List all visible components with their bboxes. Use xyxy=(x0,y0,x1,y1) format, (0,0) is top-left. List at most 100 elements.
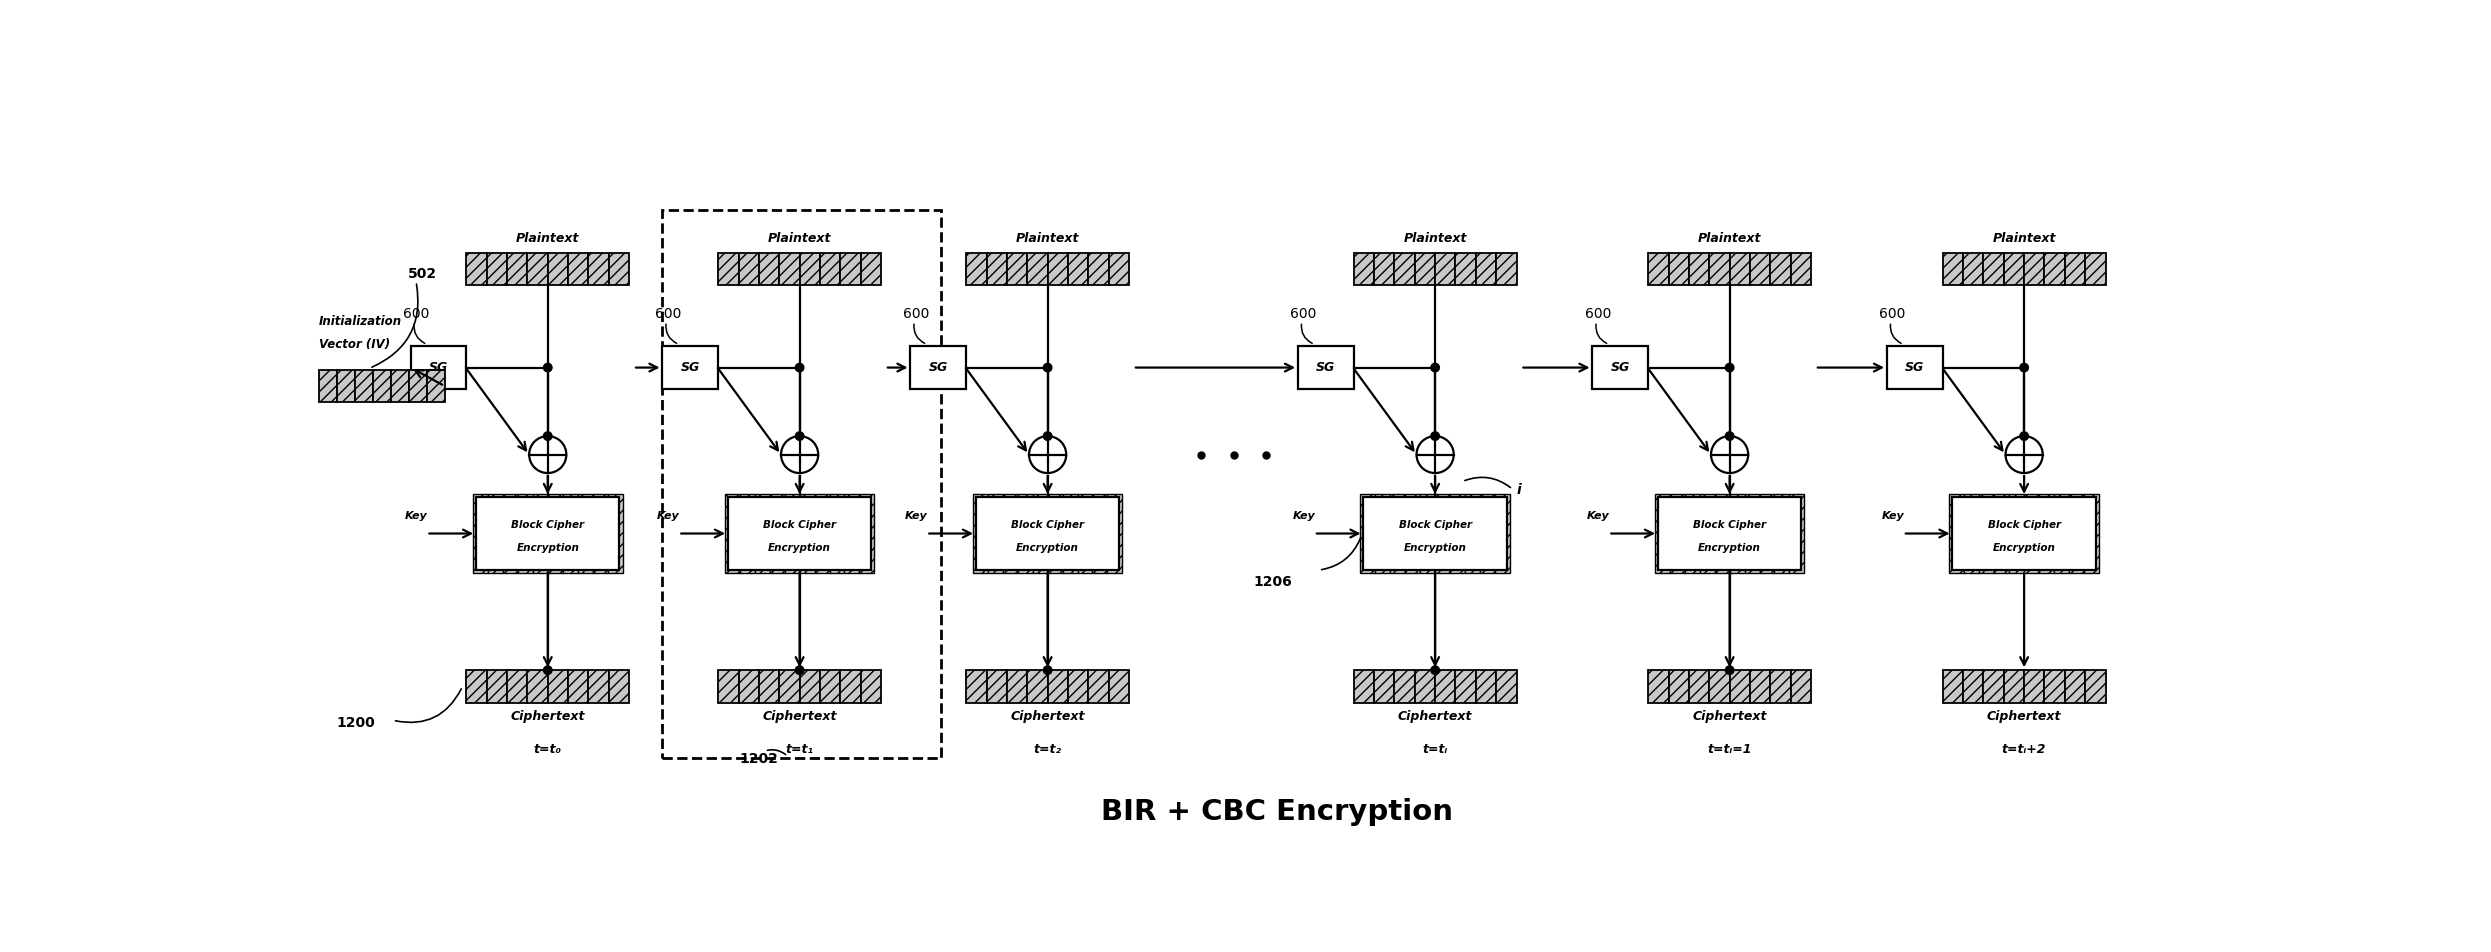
Bar xyxy=(1888,346,1943,389)
Text: Ciphertext: Ciphertext xyxy=(1691,710,1766,724)
Bar xyxy=(986,670,1006,703)
Bar xyxy=(862,670,882,703)
Text: Encryption: Encryption xyxy=(767,544,832,553)
Bar xyxy=(780,253,800,286)
Bar xyxy=(1791,670,1811,703)
Bar xyxy=(1006,670,1026,703)
Bar xyxy=(1669,253,1689,286)
Text: Block Cipher: Block Cipher xyxy=(1011,520,1084,529)
Text: i: i xyxy=(1517,483,1522,497)
Bar xyxy=(1659,497,1801,570)
Bar xyxy=(1709,670,1729,703)
Bar xyxy=(486,670,508,703)
Bar xyxy=(1475,670,1497,703)
Bar xyxy=(1943,670,1963,703)
Bar xyxy=(548,253,568,286)
Text: SG: SG xyxy=(1315,361,1335,374)
Bar xyxy=(839,670,862,703)
Text: t=tᵢ+2: t=tᵢ+2 xyxy=(2003,743,2048,756)
Circle shape xyxy=(1044,666,1051,674)
Bar xyxy=(1415,253,1435,286)
Bar xyxy=(528,253,548,286)
Bar xyxy=(1298,346,1353,389)
Text: Plaintext: Plaintext xyxy=(1402,232,1467,246)
Bar xyxy=(2010,494,2025,573)
Text: Key: Key xyxy=(1293,511,1315,521)
Bar xyxy=(488,494,503,573)
Text: 600: 600 xyxy=(1878,307,1906,322)
Bar xyxy=(1669,670,1689,703)
Circle shape xyxy=(1430,432,1440,441)
Bar xyxy=(1395,253,1415,286)
Bar xyxy=(1495,494,1510,573)
Bar xyxy=(800,253,820,286)
Bar xyxy=(974,494,989,573)
Bar xyxy=(1435,494,1450,573)
Bar xyxy=(374,370,391,403)
Bar xyxy=(755,494,770,573)
Bar xyxy=(2055,494,2070,573)
Circle shape xyxy=(1044,364,1051,372)
Text: SG: SG xyxy=(929,361,949,374)
Bar xyxy=(466,253,486,286)
Bar xyxy=(1019,494,1034,573)
Text: Encryption: Encryption xyxy=(516,544,580,553)
Bar xyxy=(503,494,518,573)
Bar xyxy=(563,494,578,573)
Bar xyxy=(844,494,859,573)
Circle shape xyxy=(1726,432,1734,441)
Text: Encryption: Encryption xyxy=(1405,544,1467,553)
Bar xyxy=(989,494,1004,573)
Text: Ciphertext: Ciphertext xyxy=(762,710,837,724)
Bar xyxy=(409,370,426,403)
Bar xyxy=(588,670,608,703)
Bar xyxy=(740,253,760,286)
Bar xyxy=(1026,670,1049,703)
Bar xyxy=(518,494,533,573)
Bar xyxy=(1592,346,1649,389)
Bar xyxy=(1759,494,1774,573)
Bar xyxy=(2003,253,2025,286)
Text: 600: 600 xyxy=(655,307,680,322)
Bar xyxy=(1475,253,1497,286)
Bar xyxy=(725,494,740,573)
Bar xyxy=(1995,494,2010,573)
Text: Block Cipher: Block Cipher xyxy=(1397,520,1472,529)
Bar xyxy=(473,494,488,573)
Bar xyxy=(528,670,548,703)
Bar xyxy=(1353,670,1375,703)
Bar xyxy=(800,494,815,573)
Text: 502: 502 xyxy=(409,268,438,282)
Bar xyxy=(1089,670,1108,703)
Text: 600: 600 xyxy=(902,307,929,322)
Text: Ciphertext: Ciphertext xyxy=(1011,710,1086,724)
Bar xyxy=(1375,494,1390,573)
Bar xyxy=(2003,670,2025,703)
Bar xyxy=(1435,253,1455,286)
Bar xyxy=(1069,670,1089,703)
Text: Key: Key xyxy=(904,511,927,521)
Bar xyxy=(1649,670,1669,703)
Circle shape xyxy=(1430,364,1440,372)
Circle shape xyxy=(795,364,805,372)
Bar xyxy=(820,670,839,703)
Bar xyxy=(1049,670,1069,703)
Text: SG: SG xyxy=(680,361,700,374)
Text: Encryption: Encryption xyxy=(1016,544,1079,553)
Circle shape xyxy=(1029,436,1066,473)
Bar xyxy=(1049,494,1064,573)
Bar xyxy=(2040,494,2055,573)
Bar xyxy=(862,253,882,286)
Text: Plaintext: Plaintext xyxy=(1016,232,1079,246)
Bar xyxy=(1064,494,1079,573)
Bar xyxy=(1420,494,1435,573)
Circle shape xyxy=(1417,436,1455,473)
Bar xyxy=(830,494,844,573)
Circle shape xyxy=(1711,436,1749,473)
Text: Key: Key xyxy=(1881,511,1903,521)
Bar xyxy=(336,370,356,403)
Bar xyxy=(1363,497,1507,570)
Bar xyxy=(1669,494,1684,573)
Bar xyxy=(1455,670,1475,703)
Bar xyxy=(319,370,336,403)
